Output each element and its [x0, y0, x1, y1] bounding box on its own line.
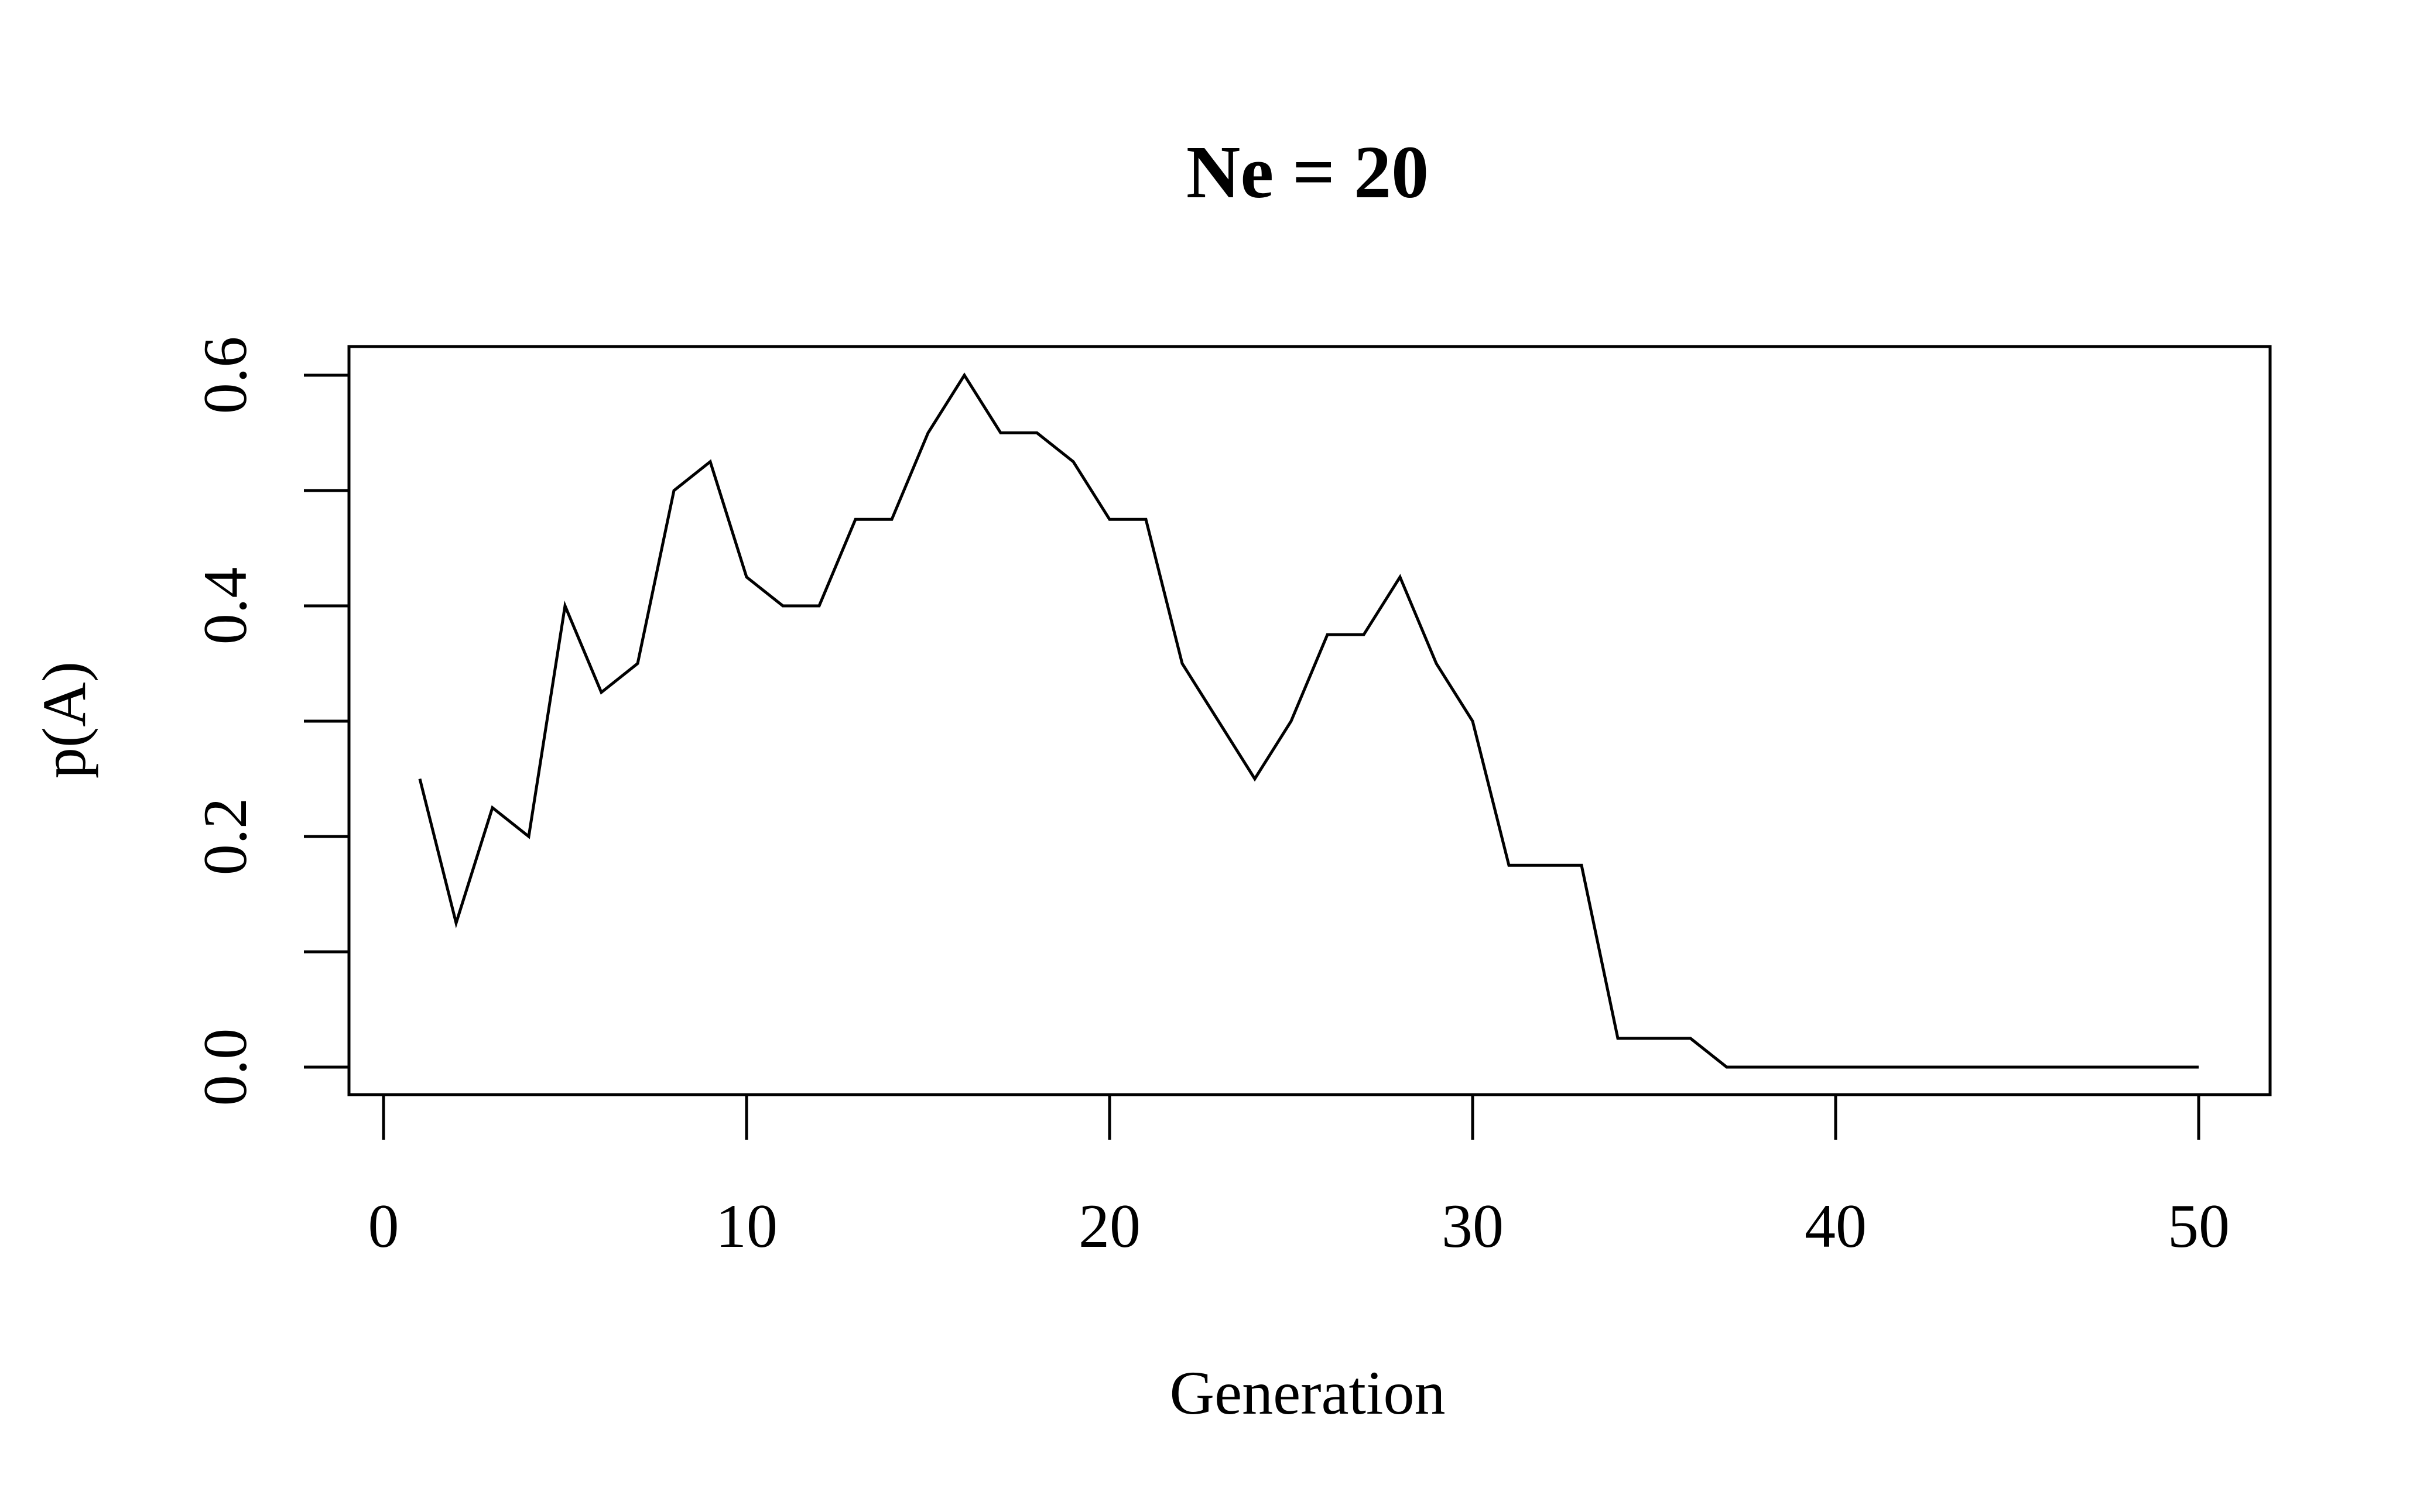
x-tick-label: 0 [368, 1192, 399, 1260]
plot-area [347, 345, 2272, 1096]
x-axis: 0 10 20 30 40 50 [368, 1093, 2230, 1260]
y-axis: 0.0 0.2 0.4 0.6 [191, 337, 351, 1106]
plot-frame [347, 345, 2272, 1096]
x-tick-label: 20 [1079, 1192, 1141, 1260]
chart-title: Ne = 20 [1186, 131, 1429, 214]
y-axis-title: p(A) [30, 661, 98, 779]
x-tick-label: 30 [1442, 1192, 1504, 1260]
series-line [418, 372, 2199, 1069]
x-tick-label: 10 [716, 1192, 778, 1260]
x-axis-title: Generation [1170, 1359, 1446, 1427]
x-tick-label: 40 [1805, 1192, 1867, 1260]
y-tick-label: 0.4 [191, 567, 259, 645]
x-tick-label: 50 [2168, 1192, 2230, 1260]
y-tick-label: 0.2 [191, 798, 259, 876]
y-tick-label: 0.6 [191, 337, 259, 414]
y-tick-label: 0.0 [191, 1028, 259, 1106]
